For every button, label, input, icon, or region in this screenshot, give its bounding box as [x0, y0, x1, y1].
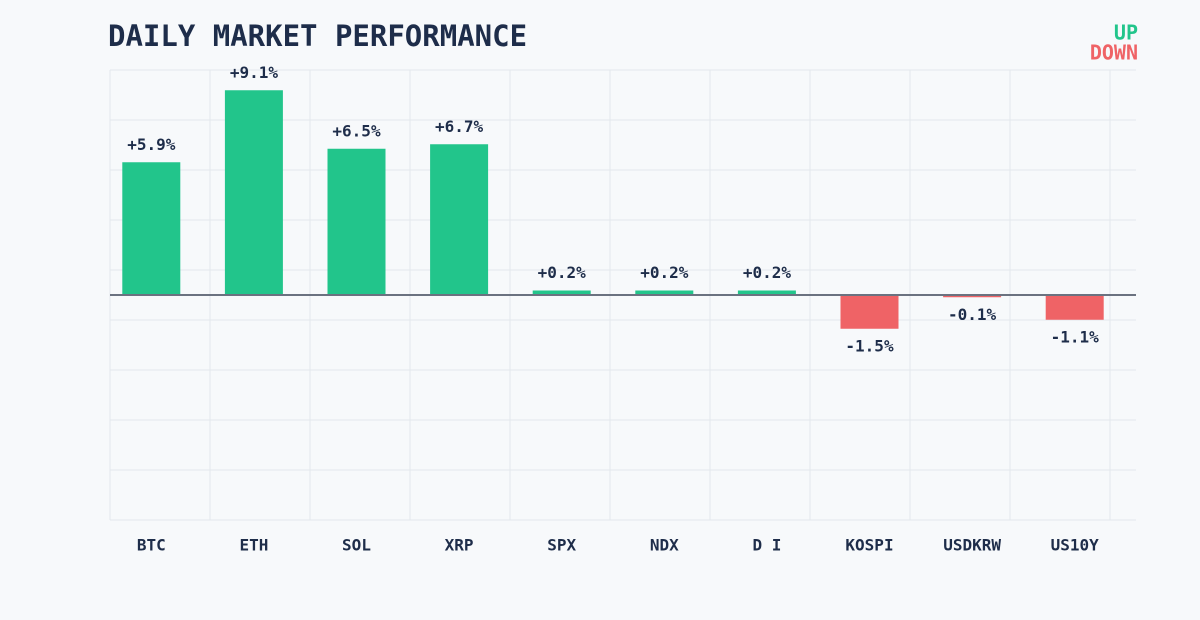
value-label: +9.1%: [230, 63, 279, 82]
bar: [840, 295, 899, 329]
chart-title: DAILY MARKET PERFORMANCE: [108, 19, 527, 53]
value-label: -1.5%: [845, 336, 894, 355]
x-tick-label: US10Y: [1051, 536, 1100, 555]
legend-label: UP: [1114, 21, 1138, 45]
bar: [943, 295, 1002, 298]
value-label: -1.1%: [1051, 327, 1100, 346]
bar: [635, 290, 694, 295]
bar: [430, 144, 489, 295]
value-label: -0.1%: [948, 305, 997, 324]
bar: [327, 148, 386, 295]
value-label: +0.2%: [538, 263, 587, 282]
value-label: +6.7%: [435, 117, 484, 136]
x-tick-label: KOSPI: [845, 536, 893, 555]
bar: [532, 290, 591, 295]
x-tick-label: XRP: [445, 536, 474, 555]
x-tick-label: BTC: [137, 536, 166, 555]
bar: [737, 290, 796, 295]
value-label: +6.5%: [332, 121, 381, 140]
x-tick-label: D I: [752, 536, 781, 555]
x-tick-label: SPX: [547, 536, 576, 555]
legend-label: DOWN: [1090, 41, 1138, 65]
value-label: +0.2%: [743, 263, 792, 282]
x-tick-label: NDX: [650, 536, 679, 555]
x-tick-label: ETH: [239, 536, 268, 555]
bar: [224, 90, 283, 295]
x-tick-label: USDKRW: [943, 536, 1001, 555]
x-tick-label: SOL: [342, 536, 371, 555]
value-label: +5.9%: [127, 135, 176, 154]
value-label: +0.2%: [640, 263, 689, 282]
bar: [1045, 295, 1104, 320]
bar: [122, 162, 181, 295]
